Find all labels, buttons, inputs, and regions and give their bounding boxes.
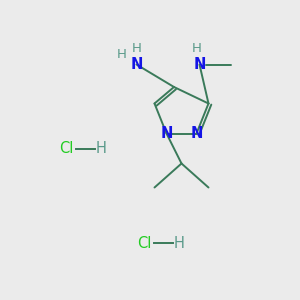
Text: H: H: [192, 42, 201, 56]
Text: N: N: [190, 126, 203, 141]
Text: H: H: [174, 236, 185, 250]
Text: N: N: [160, 126, 173, 141]
Text: N: N: [130, 57, 143, 72]
Text: Cl: Cl: [137, 236, 151, 250]
Text: H: H: [117, 47, 126, 61]
Text: H: H: [132, 42, 141, 56]
Text: H: H: [96, 141, 107, 156]
Text: N: N: [193, 57, 206, 72]
Text: Cl: Cl: [59, 141, 73, 156]
